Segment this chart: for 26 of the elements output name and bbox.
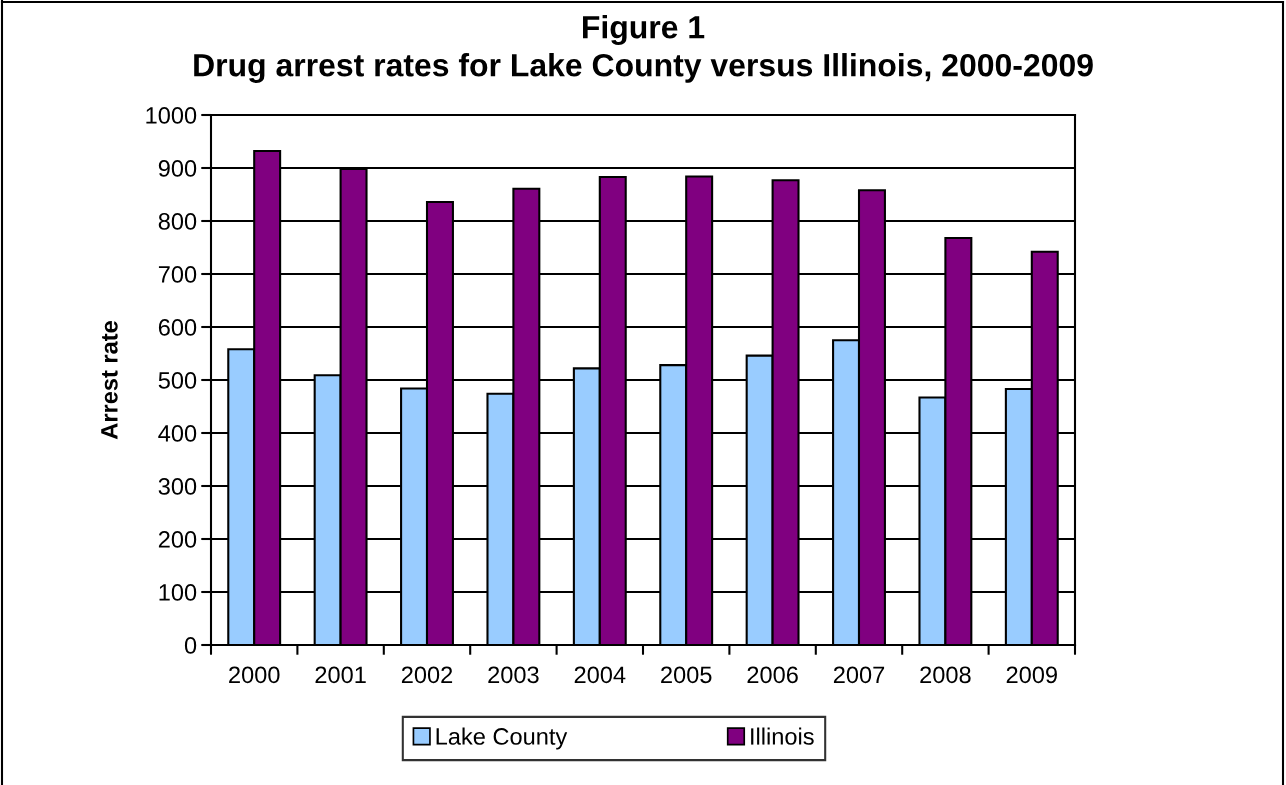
chart-subtitle: Drug arrest rates for Lake County versus Illinois, 2000-2009 (194, 53, 1093, 83)
y-tick-label: 600 (158, 319, 197, 336)
x-tick-label: 2007 (833, 666, 885, 684)
x-tick-label: 2003 (488, 666, 539, 684)
y-axis-title: Arrest rate (101, 321, 118, 440)
y-tick-label: 800 (158, 213, 197, 230)
y-tick-label: 500 (158, 372, 197, 389)
legend-label: Lake County (436, 727, 568, 750)
y-tick-label: 300 (158, 478, 197, 495)
legend-label: Illinois (751, 727, 814, 745)
y-tick-label: 400 (158, 425, 197, 442)
y-tick-label: 700 (158, 266, 197, 283)
x-tick-label: 2005 (661, 666, 712, 684)
x-tick-label: 2009 (1006, 666, 1057, 684)
x-tick-label: 2006 (747, 666, 798, 684)
y-tick-label: 200 (158, 531, 197, 548)
x-tick-label: 2002 (401, 666, 453, 684)
chart-title: Figure 1 (583, 15, 705, 45)
y-tick-label: 100 (159, 584, 197, 601)
x-tick-label: 2001 (315, 666, 366, 684)
x-tick-label: 2000 (229, 666, 280, 684)
y-tick-label: 900 (158, 160, 197, 177)
y-tick-label: 1000 (146, 107, 197, 124)
x-tick-label: 2004 (574, 666, 626, 684)
x-tick-label: 2008 (920, 666, 971, 684)
y-tick-label: 0 (184, 637, 197, 654)
